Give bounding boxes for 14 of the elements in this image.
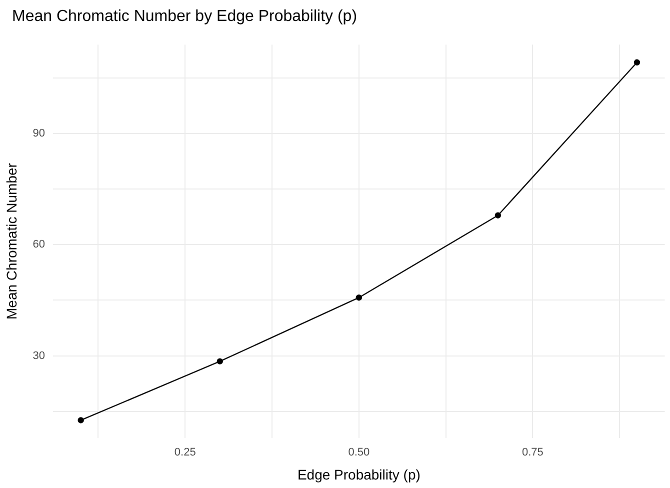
y-tick-label: 90 [32, 128, 46, 140]
x-tick-label: 0.75 [522, 446, 544, 459]
point [494, 212, 502, 218]
x-axis-title: Edge Probability (p) [297, 466, 420, 482]
y-axis-title: Mean Chromatic Number [3, 162, 20, 320]
x-tick-label: 0.50 [348, 446, 370, 459]
chart-title: Mean Chromatic Number by Edge Probability (p) [12, 8, 358, 26]
y-tick-label: 60 [32, 238, 46, 251]
point [216, 358, 223, 364]
x-tick-label: 0.25 [174, 446, 196, 459]
point [356, 294, 362, 301]
point [78, 417, 84, 424]
y-tick-label: 30 [32, 350, 46, 362]
point [634, 59, 640, 66]
